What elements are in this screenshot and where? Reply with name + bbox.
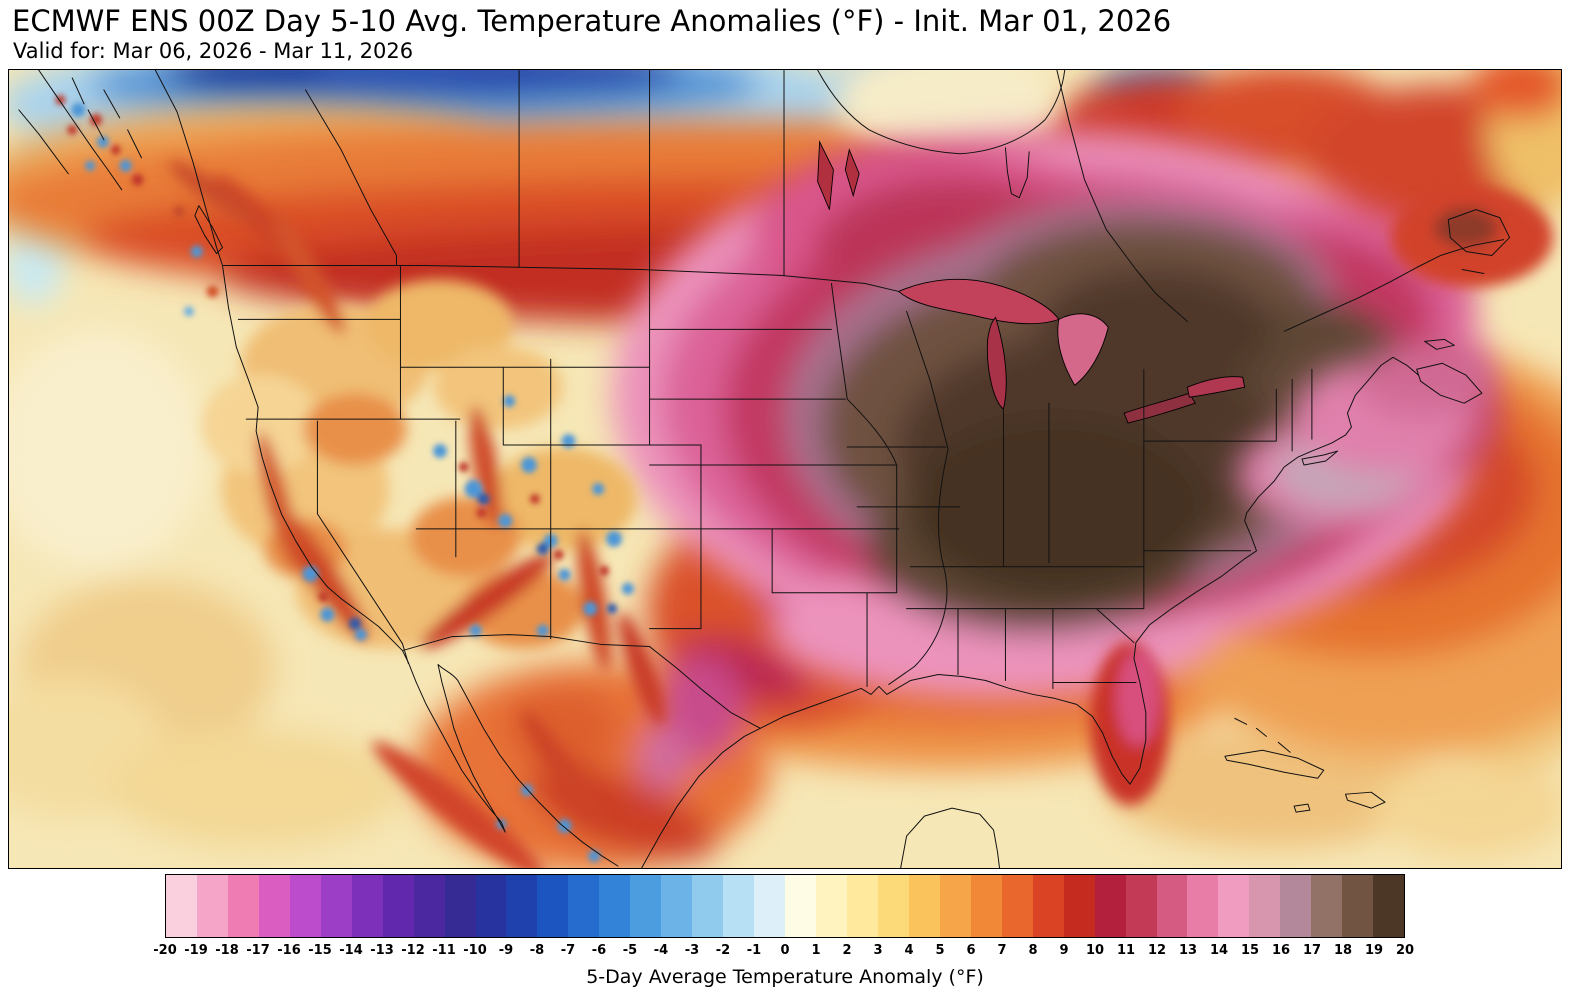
colorbar-cell: [877, 875, 909, 938]
colorbar-cell: [908, 875, 940, 938]
colorbar-cell: [537, 875, 569, 938]
colorbar-cell: [382, 875, 414, 938]
colorbar-cell: [1280, 875, 1312, 938]
colorbar-cell: [320, 875, 352, 938]
colorbar-tick-label: 8: [1028, 943, 1038, 959]
colorbar-cell: [939, 875, 971, 938]
colorbar-cell: [661, 875, 693, 938]
colorbar-tick-label: -4: [653, 943, 669, 959]
colorbar-cell: [846, 875, 878, 938]
colorbar-tick-label: 10: [1085, 943, 1105, 959]
colorbar-tick-label: 7: [997, 943, 1007, 959]
colorbar-cell: [1125, 875, 1157, 938]
valid-range: Valid for: Mar 06, 2026 - Mar 11, 2026: [13, 39, 414, 64]
colorbar-tick-label: -1: [746, 943, 762, 959]
offshore-warm-blob: [1236, 343, 1494, 530]
colorbar-cell: [599, 875, 631, 938]
colorbar-cell: [568, 875, 600, 938]
colorbar-tick-label: -13: [370, 943, 394, 959]
colorbar-cell: [1373, 875, 1405, 938]
colorbar-tick-label: 9: [1059, 943, 1069, 959]
colorbar-tick-label: 4: [904, 943, 914, 959]
colorbar-tick-label: -8: [529, 943, 545, 959]
colorbar-cell: [1218, 875, 1250, 938]
colorbar-cells: [165, 874, 1405, 939]
colorbar-tick-label: -2: [715, 943, 731, 959]
colorbar-cell: [1001, 875, 1033, 938]
map-svg: [9, 70, 1561, 869]
colorbar-cell: [723, 875, 755, 938]
colorbar-tick-label: -15: [308, 943, 332, 959]
colorbar-cell: [692, 875, 724, 938]
colorbar-cell: [1032, 875, 1064, 938]
colorbar-cell: [816, 875, 847, 938]
colorbar-cell: [289, 875, 321, 938]
page-title: ECMWF ENS 00Z Day 5-10 Avg. Temperature …: [12, 4, 1172, 38]
colorbar-cell: [196, 875, 228, 938]
colorbar-cell: [630, 875, 662, 938]
colorbar-tick-label: 14: [1209, 943, 1229, 959]
colorbar-tick-label: 17: [1302, 943, 1322, 959]
anomaly-map: [8, 69, 1562, 870]
political-borders: [18, 70, 1511, 869]
western-terrain-mottling: [169, 161, 665, 869]
colorbar-tick-label: 3: [873, 943, 883, 959]
colorbar-cell: [1311, 875, 1343, 938]
colorbar-label: 5-Day Average Temperature Anomaly (°F): [586, 966, 984, 989]
colorbar-tick-label: 15: [1240, 943, 1260, 959]
colorbar-tick-label: 16: [1271, 943, 1291, 959]
colorbar-tick-label: -18: [215, 943, 239, 959]
colorbar-tick-label: -12: [401, 943, 425, 959]
colorbar-cell: [258, 875, 290, 938]
colorbar-cell: [754, 875, 786, 938]
colorbar-tick-label: -20: [153, 943, 177, 959]
colorbar-tick-label: 19: [1364, 943, 1384, 959]
colorbar-tick-label: 13: [1178, 943, 1198, 959]
colorbar-cell: [785, 875, 817, 938]
great-lakes: [817, 140, 1246, 424]
colorbar-tick-label: -10: [463, 943, 487, 959]
colorbar-cell: [475, 875, 507, 938]
colorbar-cell: [1187, 875, 1219, 938]
colorbar-tick-label: -6: [591, 943, 607, 959]
terrain-cold-specks: [55, 95, 634, 863]
colorbar-tick-label: 12: [1147, 943, 1167, 959]
colorbar-tick-label: 5: [935, 943, 945, 959]
colorbar-tick-label: -19: [184, 943, 208, 959]
colorbar-tick-label: -11: [432, 943, 456, 959]
colorbar-cell: [970, 875, 1002, 938]
colorbar: -20 -19 -18 -17 -16 -15 -14 -13 -12 -11 -10 -9 -8 -7-…: [0, 874, 1570, 999]
colorbar-cell: [166, 875, 197, 938]
colorbar-tick-label: -9: [498, 943, 514, 959]
colorbar-tick-label: -17: [246, 943, 270, 959]
colorbar-tick-label: 11: [1116, 943, 1136, 959]
colorbar-cell: [444, 875, 476, 938]
colorbar-tick-label: -3: [684, 943, 700, 959]
colorbar-cell: [1094, 875, 1126, 938]
colorbar-cell: [1156, 875, 1188, 938]
colorbar-cell: [506, 875, 538, 938]
colorbar-tick-label: 6: [966, 943, 976, 959]
colorbar-tick-label: 0: [780, 943, 790, 959]
colorbar-tick-label: -5: [622, 943, 638, 959]
central-east-extreme-warm-core: [612, 130, 1502, 699]
colorbar-cell: [1063, 875, 1095, 938]
colorbar-tick-label: 2: [842, 943, 852, 959]
colorbar-tick-label: -14: [339, 943, 363, 959]
colorbar-tick-label: -16: [277, 943, 301, 959]
colorbar-tick-label: 1: [811, 943, 821, 959]
colorbar-tick-label: 20: [1395, 943, 1415, 959]
colorbar-cell: [351, 875, 383, 938]
colorbar-cell: [413, 875, 445, 938]
colorbar-cell: [1249, 875, 1281, 938]
colorbar-cell: [1342, 875, 1374, 938]
colorbar-cell: [227, 875, 259, 938]
colorbar-tick-label: -7: [560, 943, 576, 959]
colorbar-tick-label: 18: [1333, 943, 1353, 959]
